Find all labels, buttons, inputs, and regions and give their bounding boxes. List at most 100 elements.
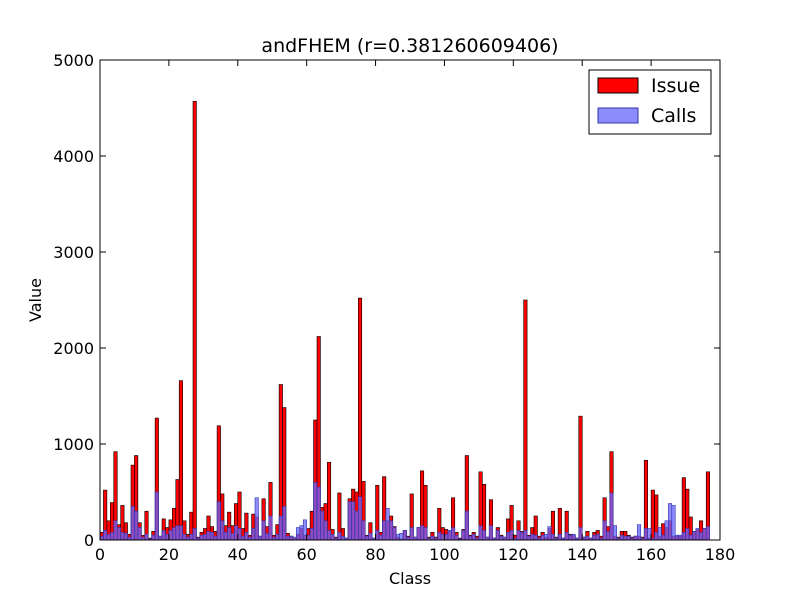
calls-bar: [461, 530, 466, 541]
calls-bar: [106, 533, 111, 541]
calls-bar: [285, 535, 290, 541]
calls-bar: [103, 530, 108, 541]
calls-bar: [451, 527, 456, 541]
calls-bar: [168, 530, 173, 541]
y-tick-label: 4000: [53, 147, 94, 166]
x-tick-label: 0: [95, 545, 105, 564]
calls-bar: [309, 528, 314, 541]
calls-bar: [530, 533, 535, 541]
calls-bar: [327, 530, 332, 541]
calls-bar: [158, 535, 163, 541]
legend-label-calls: Calls: [651, 105, 696, 127]
calls-bar: [471, 533, 476, 541]
calls-bar: [120, 532, 125, 541]
issue-bar: [327, 461, 332, 541]
calls-bar: [244, 532, 249, 541]
x-tick-label: 20: [159, 545, 179, 564]
calls-bar: [578, 527, 583, 541]
calls-bar: [423, 527, 428, 541]
calls-bar: [695, 528, 700, 541]
calls-bar: [430, 535, 435, 541]
calls-bar: [623, 535, 628, 541]
calls-bar: [602, 520, 607, 541]
y-tick-label: 1000: [53, 435, 94, 454]
calls-bar: [454, 534, 459, 541]
calls-bar: [385, 508, 390, 541]
calls-bar: [172, 527, 177, 541]
calls-bar: [606, 531, 611, 541]
calls-bar: [223, 532, 228, 541]
calls-bar: [154, 491, 159, 541]
calls-bar: [113, 520, 118, 541]
calls-bar: [278, 515, 283, 541]
calls-bar: [110, 532, 115, 541]
calls-bar: [692, 531, 697, 541]
calls-bar: [313, 482, 318, 541]
calls-bar: [230, 532, 235, 541]
calls-bar: [395, 533, 400, 541]
calls-bars: [99, 482, 710, 541]
calls-bar: [240, 535, 245, 541]
calls-bar: [516, 530, 521, 541]
calls-bar: [626, 535, 631, 541]
calls-bar: [657, 527, 662, 541]
y-tick-label: 0: [84, 531, 94, 550]
calls-bar: [595, 533, 600, 541]
legend-label-issue: Issue: [651, 75, 700, 97]
legend-swatch-calls: [597, 107, 639, 124]
calls-bar: [592, 534, 597, 541]
calls-bar: [550, 533, 555, 541]
calls-bar: [364, 535, 369, 541]
calls-bar: [661, 534, 666, 541]
calls-bar: [495, 530, 500, 541]
calls-bar: [633, 535, 638, 541]
calls-bar: [234, 525, 239, 541]
calls-bar: [688, 534, 693, 541]
calls-bar: [299, 525, 304, 541]
calls-bar: [564, 532, 569, 541]
calls-bar: [254, 497, 259, 541]
calls-bar: [340, 535, 345, 541]
issue-bar: [192, 100, 197, 541]
calls-bar: [547, 526, 552, 541]
calls-bar: [216, 501, 221, 541]
calls-bar: [347, 501, 352, 541]
calls-bar: [151, 534, 156, 541]
calls-bar: [499, 535, 504, 541]
issue-bar: [178, 380, 183, 541]
calls-bar: [664, 520, 669, 541]
calls-bar: [674, 534, 679, 541]
calls-bar: [368, 532, 373, 541]
calls-bar: [323, 520, 328, 541]
y-tick-label: 5000: [53, 51, 94, 70]
calls-bar: [320, 510, 325, 541]
x-tick-label: 120: [498, 545, 529, 564]
x-tick-label: 80: [365, 545, 385, 564]
calls-bar: [182, 533, 187, 541]
calls-bar: [316, 486, 321, 541]
calls-bar: [306, 534, 311, 541]
issue-bar: [643, 460, 648, 541]
calls-bar: [399, 532, 404, 541]
y-axis-label: Value: [26, 278, 45, 322]
calls-bar: [678, 534, 683, 541]
calls-bar: [199, 534, 204, 541]
calls-bar: [268, 515, 273, 541]
y-axis: 0 1000 2000 3000 4000 5000: [53, 51, 720, 550]
calls-bar: [161, 530, 166, 541]
calls-bar: [619, 534, 624, 541]
calls-bar: [540, 534, 545, 541]
calls-bar: [330, 533, 335, 541]
calls-bar: [533, 534, 538, 541]
calls-bar: [275, 533, 280, 541]
calls-bar: [130, 506, 135, 541]
calls-bar: [192, 528, 197, 541]
calls-bar: [702, 528, 707, 541]
calls-bar: [206, 531, 211, 541]
calls-bar: [213, 535, 218, 541]
calls-bar: [437, 532, 442, 541]
calls-bar: [282, 506, 287, 541]
issue-bar: [681, 477, 686, 541]
chart-title: andFHEM (r=0.381260609406): [261, 35, 558, 57]
